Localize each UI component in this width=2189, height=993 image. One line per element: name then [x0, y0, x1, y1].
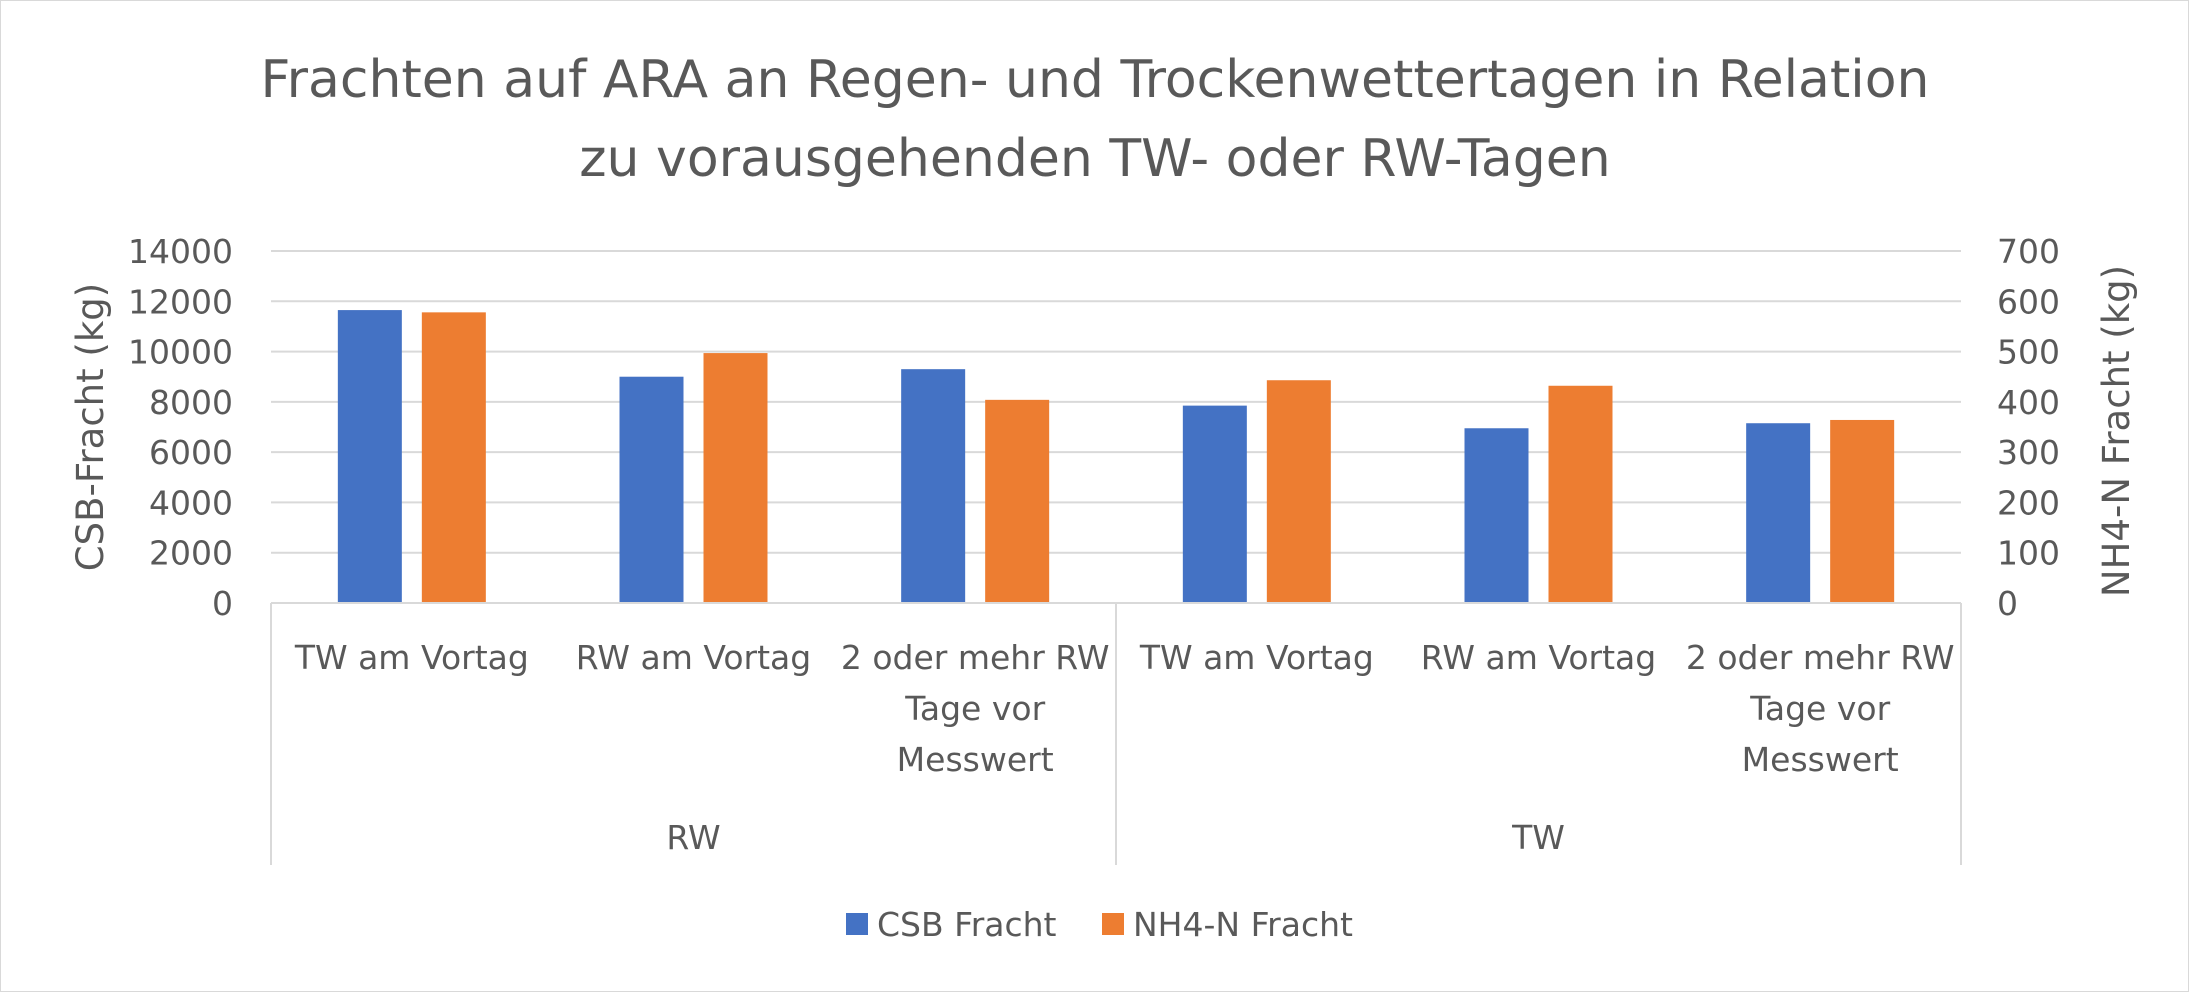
legend-swatch — [846, 913, 868, 935]
category-label: RW am Vortag — [1421, 638, 1656, 677]
category-label: TW am Vortag — [1139, 638, 1374, 677]
bar-csb — [901, 369, 966, 603]
category-label: Messwert — [1742, 740, 1899, 779]
bar-csb — [1746, 423, 1811, 603]
y2-tick-label: 0 — [1997, 584, 2018, 623]
bar-csb — [619, 376, 684, 603]
bar-csb — [1182, 405, 1247, 603]
y-tick-label: 0 — [212, 584, 233, 623]
category-label: Tage vor — [1749, 689, 1890, 728]
group-label: RW — [666, 818, 720, 857]
legend-label: CSB Fracht — [877, 905, 1057, 944]
y-tick-label: 12000 — [128, 282, 233, 321]
y2-tick-label: 500 — [1997, 333, 2060, 372]
bar-nh4 — [985, 399, 1050, 603]
category-label: Messwert — [897, 740, 1054, 779]
chart-title-line: Frachten auf ARA an Regen- und Trockenwe… — [260, 50, 1929, 110]
bar-nh4 — [1266, 380, 1331, 603]
y-axis-title: CSB-Fracht (kg) — [69, 283, 112, 571]
y2-tick-label: 600 — [1997, 282, 2060, 321]
bar-nh4 — [1830, 419, 1895, 603]
y2-tick-label: 700 — [1997, 232, 2060, 271]
y2-axis-title: NH4-N Fracht (kg) — [2095, 265, 2138, 597]
category-label: TW am Vortag — [294, 638, 529, 677]
bar-nh4 — [421, 312, 486, 603]
y2-tick-label: 200 — [1997, 483, 2060, 522]
category-label: Tage vor — [904, 689, 1045, 728]
y2-tick-label: 100 — [1997, 534, 2060, 573]
y-tick-label: 14000 — [128, 232, 233, 271]
category-label: 2 oder mehr RW — [841, 638, 1110, 677]
y-tick-label: 10000 — [128, 333, 233, 372]
y-tick-label: 4000 — [149, 483, 233, 522]
y2-tick-label: 300 — [1997, 433, 2060, 472]
bar-nh4 — [1548, 385, 1613, 603]
y2-tick-label: 400 — [1997, 383, 2060, 422]
category-label: 2 oder mehr RW — [1686, 638, 1955, 677]
y-tick-label: 2000 — [149, 534, 233, 573]
group-label: TW — [1511, 818, 1565, 857]
legend-swatch — [1102, 913, 1124, 935]
category-label: RW am Vortag — [576, 638, 811, 677]
legend-label: NH4-N Fracht — [1133, 905, 1353, 944]
bar-csb — [337, 310, 402, 603]
bar-nh4 — [703, 353, 768, 603]
chart-title-line: zu vorausgehenden TW- oder RW-Tagen — [579, 129, 1610, 189]
y-tick-label: 8000 — [149, 383, 233, 422]
y-tick-label: 6000 — [149, 433, 233, 472]
bar-csb — [1464, 428, 1529, 603]
